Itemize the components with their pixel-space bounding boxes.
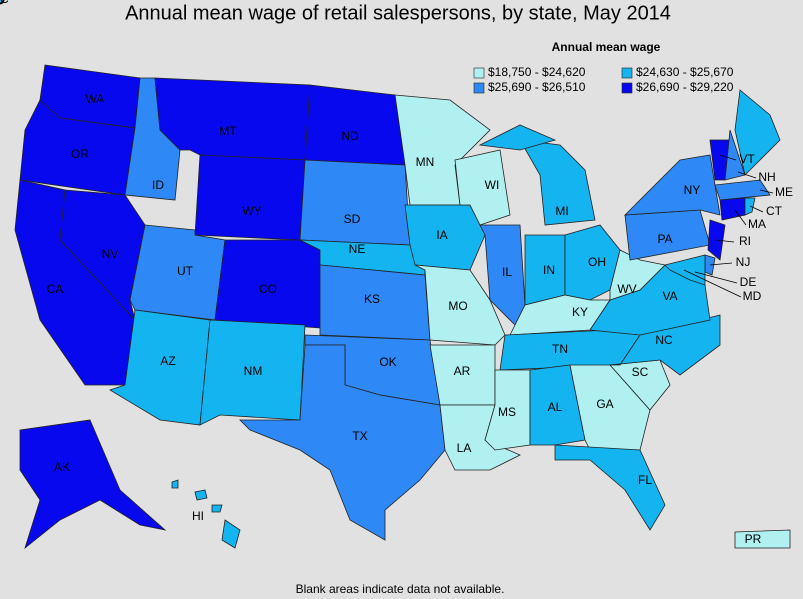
state-label: HI <box>192 509 204 523</box>
legend-label: $26,690 - $29,220 <box>636 80 734 94</box>
state-shape <box>734 529 791 549</box>
state-shape <box>171 479 179 489</box>
state-label: ME <box>775 185 793 199</box>
state-shape <box>719 197 746 221</box>
state-label: IL <box>502 265 512 279</box>
state-shape <box>299 159 411 246</box>
leader-line <box>694 271 738 284</box>
state-label: WV <box>617 282 636 296</box>
state-label: MT <box>219 124 237 138</box>
leader-line <box>683 269 742 298</box>
leader-line <box>749 205 764 213</box>
legend-label: $25,690 - $26,510 <box>488 80 586 94</box>
state-shape <box>714 179 771 201</box>
state-label: NM <box>244 364 263 378</box>
state-label: PR <box>745 532 762 546</box>
legend-swatch <box>621 67 633 79</box>
state-label: MN <box>416 155 435 169</box>
state-label: WY <box>242 204 261 218</box>
state-label: WA <box>86 92 105 106</box>
state-label: CT <box>766 204 783 218</box>
state-label: KY <box>572 305 588 319</box>
state-label: GA <box>596 397 613 411</box>
state-shape <box>519 139 596 226</box>
state-shape <box>664 254 706 286</box>
state-shape <box>19 419 167 550</box>
state-shape <box>194 154 306 241</box>
state-label: DE <box>740 275 757 289</box>
legend-title: Annual mean wage <box>552 40 661 54</box>
state-label: KS <box>364 292 380 306</box>
leader-line <box>759 189 774 194</box>
state-label: NE <box>349 242 366 256</box>
map-title: Annual mean wage of retail salespersons,… <box>125 2 671 24</box>
legend-swatch <box>473 82 485 94</box>
state-label: AK <box>54 460 70 474</box>
note: Blank areas indicate data not available. <box>296 582 505 596</box>
state-shape <box>194 489 208 501</box>
state-label: FL <box>638 473 652 487</box>
state-label: MI <box>555 204 568 218</box>
state-label: TN <box>552 342 568 356</box>
state-label: SD <box>344 212 361 226</box>
state-shape <box>478 124 557 151</box>
state-label: UT <box>177 264 194 278</box>
state-shape <box>211 504 223 513</box>
state-shape <box>744 197 756 216</box>
leader-line <box>709 262 733 266</box>
state-label: OR <box>71 147 89 161</box>
state-label: CO <box>259 282 277 296</box>
state-shape <box>623 154 721 216</box>
legend-swatch <box>621 82 633 94</box>
state-shape <box>239 344 446 541</box>
state-shape <box>199 319 306 426</box>
state-label: MA <box>748 217 766 231</box>
state-label: AL <box>548 400 563 414</box>
state-shape <box>221 519 241 549</box>
state-label: NJ <box>736 255 751 269</box>
state-label: NY <box>684 183 701 197</box>
state-label: IA <box>436 228 447 242</box>
state-label: DC <box>0 0 9 6</box>
state-label: AZ <box>160 354 175 368</box>
state-label: WI <box>485 178 500 192</box>
legend-swatch <box>473 67 485 79</box>
state-label: ID <box>152 178 164 192</box>
leader-line <box>719 154 737 161</box>
state-label: ND <box>341 129 359 143</box>
state-label: NV <box>102 247 119 261</box>
state-label: VT <box>739 152 755 166</box>
state-label: LA <box>457 441 472 455</box>
state-label: MS <box>498 405 516 419</box>
state-shape <box>724 129 746 181</box>
state-shape <box>734 89 781 176</box>
state-label: RI <box>739 234 751 248</box>
state-label: CA <box>47 282 64 296</box>
legend-label: $18,750 - $24,620 <box>488 65 586 79</box>
state-label: OK <box>379 355 396 369</box>
legend-label: $24,630 - $25,670 <box>636 65 734 79</box>
state-shape <box>529 364 586 446</box>
state-label: NC <box>655 333 673 347</box>
state-shape <box>554 444 666 531</box>
state-label: VA <box>662 289 677 303</box>
leader-line <box>715 239 735 243</box>
state-label: IN <box>543 263 555 277</box>
state-shape <box>304 84 406 166</box>
state-label: SC <box>632 365 649 379</box>
leader-line <box>737 171 757 179</box>
state-label: TX <box>352 429 367 443</box>
state-shape <box>154 77 311 161</box>
leader-line <box>734 209 747 226</box>
state-label: AR <box>454 364 471 378</box>
state-label: MO <box>448 299 467 313</box>
state-shape <box>0 0 5 5</box>
state-label: MD <box>743 289 762 303</box>
state-label: PA <box>657 232 672 246</box>
state-label: OH <box>588 255 606 269</box>
state-shape <box>414 264 506 346</box>
state-label: NH <box>758 170 775 184</box>
